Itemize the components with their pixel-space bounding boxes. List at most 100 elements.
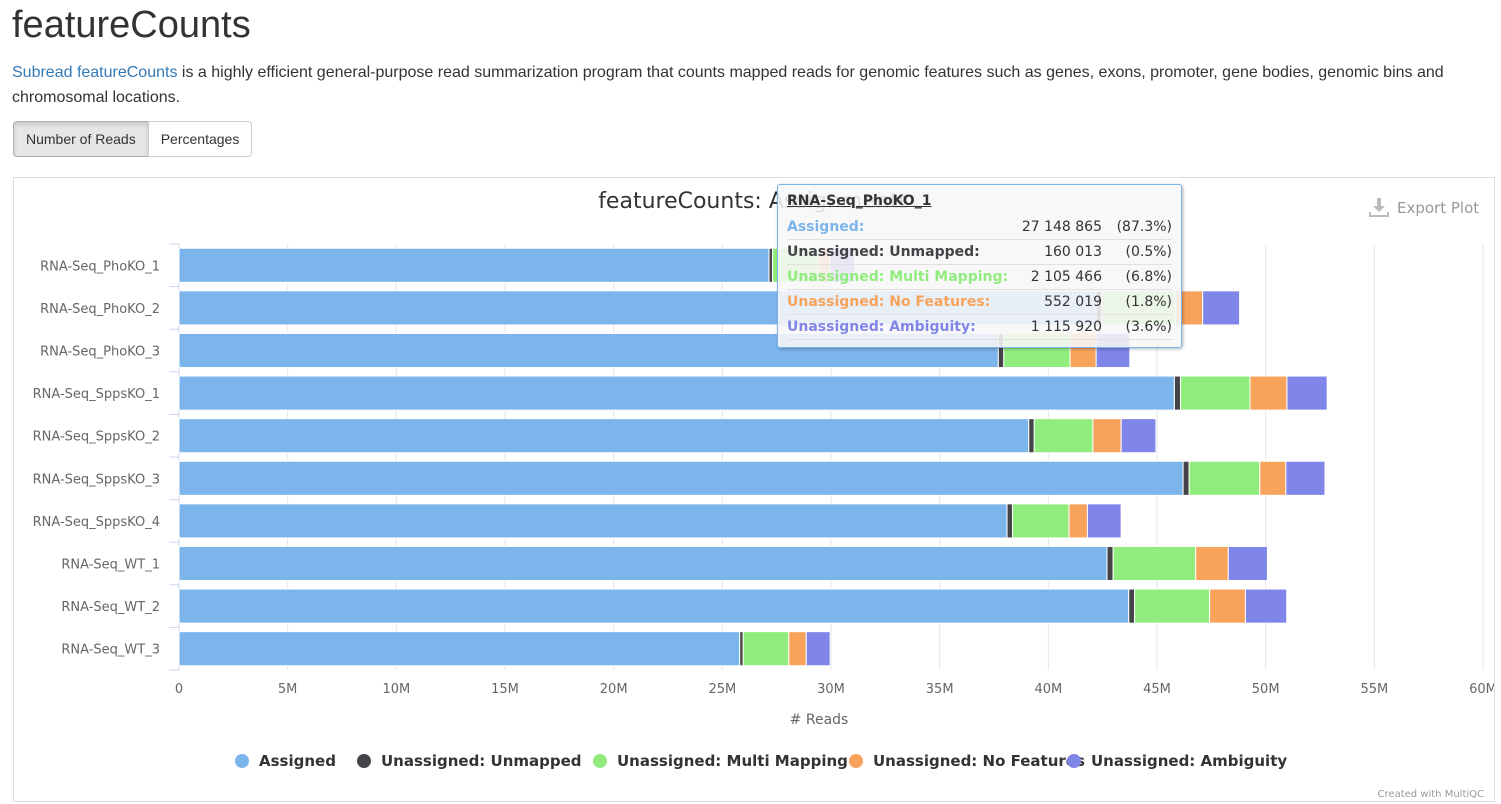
tooltip-value: 552 019 [1018,289,1106,315]
download-icon [1369,198,1389,217]
bar-segment[interactable] [178,503,1008,539]
tooltip-percent: (0.5%) [1106,239,1172,265]
bar-segment[interactable] [1179,375,1251,411]
legend-item[interactable]: Assigned [259,752,336,770]
bar-segment[interactable] [178,375,1175,411]
export-plot-label: Export Plot [1397,199,1479,217]
bar-segment[interactable] [1092,418,1122,454]
tooltip-row: Assigned: 27 148 865 (87.3%) [787,215,1172,240]
bar-segment[interactable] [1134,588,1211,624]
bar-segment[interactable] [178,418,1030,454]
x-tick-label: 55M [1360,682,1388,697]
bar-segment[interactable] [1202,290,1241,326]
bar-segment[interactable] [1112,545,1197,582]
x-tick-label: 40M [1034,682,1062,697]
bar-segment[interactable] [178,545,1108,582]
bar-segment[interactable] [1128,588,1136,624]
bar-segment[interactable] [768,247,774,283]
x-tick-label: 20M [600,682,628,697]
bar-segment[interactable] [1195,545,1229,582]
legend-marker[interactable] [357,754,371,768]
bar-segment[interactable] [1188,460,1261,496]
tooltip-series-label: Assigned: [787,215,1019,240]
tooltip-percent: (87.3%) [1106,215,1172,240]
bar-segment[interactable] [1086,503,1122,539]
percentages-button[interactable]: Percentages [147,121,253,157]
multiqc-credit: Created with MultiQC [1378,789,1484,800]
tooltip-table: Assigned: 27 148 865 (87.3%) Unassigned: Un… [787,215,1172,340]
y-tick-label: RNA-Seq_WT_1 [61,558,160,573]
tooltip-percent: (3.6%) [1106,314,1172,340]
bar-segment[interactable] [1033,418,1094,454]
tooltip-value: 1 115 920 [1018,314,1106,340]
x-tick-label: 0 [175,682,183,697]
y-tick-label: RNA-Seq_SppsKO_2 [33,430,160,445]
legend-item[interactable]: Unassigned: Unmapped [381,752,582,770]
legend-marker[interactable] [593,754,607,768]
subread-link[interactable]: Subread featureCounts [12,64,178,81]
export-plot-button[interactable]: Export Plot [1369,198,1479,217]
bar-segment[interactable] [1028,418,1035,454]
legend-item[interactable]: Unassigned: Multi Mapping [617,752,848,770]
bar-segment[interactable] [1249,375,1288,411]
y-tick-label: RNA-Seq_SppsKO_1 [33,387,160,402]
bar-segment[interactable] [178,631,741,667]
y-tick-label: RNA-Seq_PhoKO_1 [40,259,160,274]
bar-segment[interactable] [1259,460,1287,496]
plot-container: featureCounts: Assignments Export Plot 0 5M… [13,177,1495,802]
x-tick-label: 45M [1143,682,1171,697]
x-tick-label: 50M [1252,682,1280,697]
bar-segment[interactable] [739,631,744,667]
y-tick-label: RNA-Seq_WT_3 [61,643,160,658]
tooltip-value: 160 013 [1018,239,1106,265]
chart-tooltip: RNA-Seq_PhoKO_1 Assigned: 27 148 865 (87.3… [777,184,1182,348]
legend-marker[interactable] [235,754,249,768]
y-tick-label: RNA-Seq_PhoKO_2 [40,302,160,317]
bar-segment[interactable] [1011,503,1070,539]
y-tick-label: RNA-Seq_WT_2 [61,600,160,615]
tooltip-row: Unassigned: No Features: 552 019 (1.8%) [787,289,1172,315]
bar-segment[interactable] [1227,545,1268,582]
tooltip-series-label: Unassigned: Ambiguity: [787,314,1019,340]
bar-segment[interactable] [1006,503,1013,539]
bar-segment[interactable] [178,460,1184,496]
bar-segment[interactable] [1068,503,1088,539]
x-tick-label: 30M [817,682,845,697]
number-of-reads-button[interactable]: Number of Reads [13,121,148,157]
bar-segment[interactable] [788,631,807,667]
x-tick-label: 5M [278,682,298,697]
x-tick-label: 25M [708,682,736,697]
bar-segment[interactable] [1182,460,1190,496]
tooltip-percent: (1.8%) [1106,289,1172,315]
bar-segment[interactable] [805,631,831,667]
x-tick-label: 10M [382,682,410,697]
bar-segment[interactable] [1209,588,1246,624]
y-tick-label: RNA-Seq_PhoKO_3 [40,345,160,360]
legend-marker[interactable] [849,754,863,768]
tooltip-series-label: Unassigned: Unmapped: [787,239,1019,265]
bar-segment[interactable] [178,588,1130,624]
bar-segment[interactable] [1285,460,1326,496]
x-tick-label: 35M [926,682,954,697]
legend-item[interactable]: Unassigned: Ambiguity [1091,752,1287,770]
bar-segment[interactable] [178,247,770,283]
bar-segment[interactable] [1173,375,1181,411]
bar-segment[interactable] [1120,418,1157,454]
bar-segment[interactable] [1244,588,1288,624]
tooltip-row: Unassigned: Unmapped: 160 013 (0.5%) [787,239,1172,265]
plot-mode-switch: Number of Reads Percentages [13,121,253,157]
page-title: featureCounts [12,4,251,46]
x-tick-label: 15M [491,682,519,697]
bar-segment[interactable] [1286,375,1328,411]
legend-item[interactable]: Unassigned: No Features [873,752,1085,770]
legend-marker[interactable] [1067,754,1081,768]
bar-segment[interactable] [178,332,999,369]
tooltip-value: 27 148 865 [1018,215,1106,240]
tooltip-row: Unassigned: Multi Mapping: 2 105 466 (6.8%… [787,264,1172,290]
bar-segment[interactable] [1106,545,1114,582]
description-text: is a highly efficient general-purpose re… [12,64,1444,106]
tooltip-value: 2 105 466 [1018,264,1106,290]
y-tick-label: RNA-Seq_SppsKO_4 [33,515,160,530]
bar-segment[interactable] [742,631,790,667]
